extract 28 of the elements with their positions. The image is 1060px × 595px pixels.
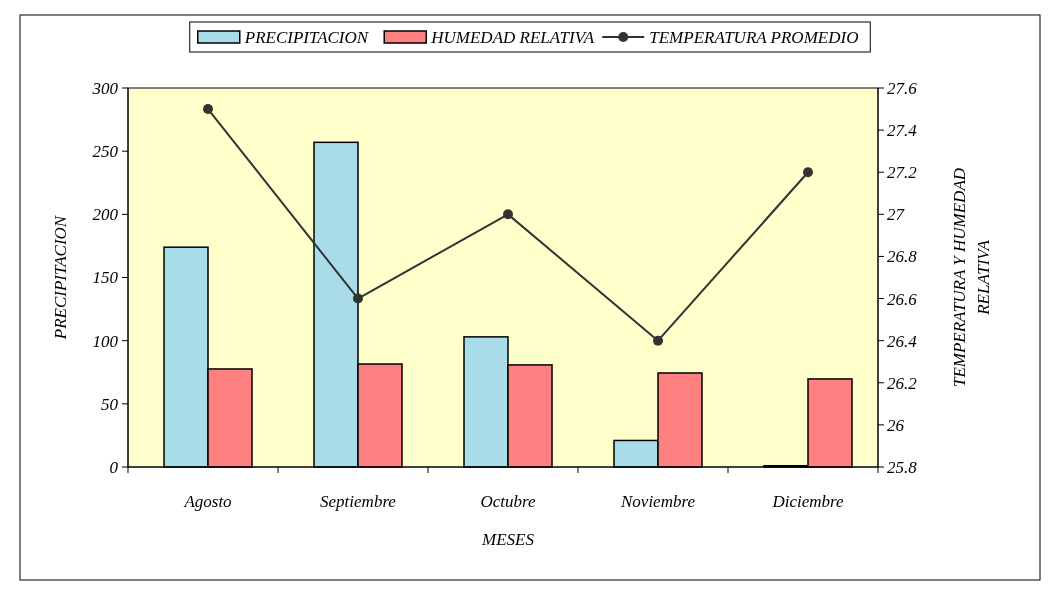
legend-label: PRECIPITACION <box>243 27 370 47</box>
x-tick-label: Noviembre <box>620 492 696 511</box>
y-axis-title: PRECIPITACION <box>51 214 70 341</box>
legend-label: HUMEDAD RELATIVA <box>430 27 595 47</box>
y2-tick-label: 26.6 <box>887 289 918 309</box>
x-tick-label: Octubre <box>480 492 536 511</box>
x-tick-label: Septiembre <box>320 492 397 511</box>
legend-label: TEMPERATURA PROMEDIO <box>649 27 859 47</box>
x-tick-label: Agosto <box>183 492 232 511</box>
y2-tick-label: 26.2 <box>887 373 918 393</box>
y2-axis-title: TEMPERATURA Y HUMEDAD RELATIVA <box>950 167 993 388</box>
y2-tick-label: 26 <box>887 415 905 435</box>
y-tick-label: 200 <box>92 205 119 225</box>
y2-tick-label: 25.8 <box>887 457 918 477</box>
y2-tick-label: 27.4 <box>887 121 918 141</box>
y2-tick-label: 27 <box>887 205 906 225</box>
y-tick-label: 100 <box>92 331 119 351</box>
y-tick-label: 150 <box>92 268 119 288</box>
y2-tick-label: 26.4 <box>887 331 918 351</box>
y-tick-label: 50 <box>101 394 119 414</box>
x-axis-title: MESES <box>481 530 535 549</box>
y2-tick-label: 27.6 <box>887 78 918 98</box>
y-tick-label: 300 <box>91 78 119 98</box>
y-tick-label: 0 <box>109 457 119 477</box>
x-tick-label: Diciembre <box>771 492 845 511</box>
y2-tick-label: 26.8 <box>887 247 918 267</box>
y2-tick-label: 27.2 <box>887 163 918 183</box>
y-tick-label: 250 <box>92 142 119 162</box>
